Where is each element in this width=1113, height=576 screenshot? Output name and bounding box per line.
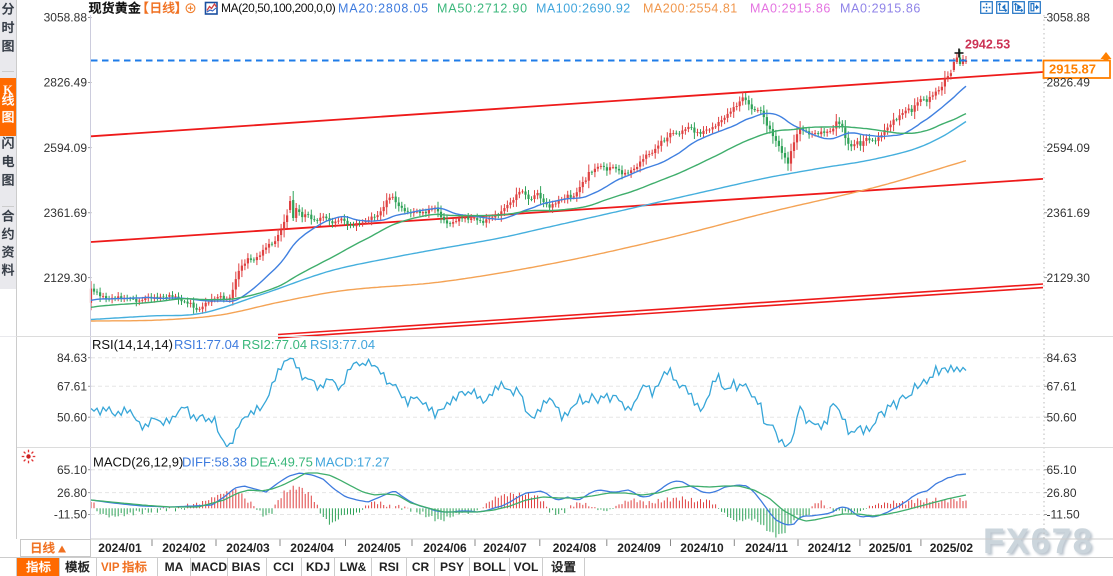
svg-text:MA100:2690.92: MA100:2690.92: [536, 1, 631, 15]
svg-text:2024/04: 2024/04: [290, 541, 334, 555]
svg-text:BIAS: BIAS: [232, 560, 261, 574]
svg-text:26.80: 26.80: [1047, 486, 1077, 500]
svg-text:2024/02: 2024/02: [162, 541, 206, 555]
svg-text:2129.30: 2129.30: [44, 271, 88, 285]
svg-text:2361.69: 2361.69: [1047, 206, 1091, 220]
svg-text:50.60: 50.60: [1047, 410, 1077, 424]
svg-text:LW&: LW&: [340, 560, 367, 574]
svg-text:65.10: 65.10: [1047, 463, 1077, 477]
svg-text:2024/10: 2024/10: [680, 541, 724, 555]
svg-text:67.61: 67.61: [57, 380, 87, 394]
svg-text:MA0:2915.86: MA0:2915.86: [750, 1, 831, 15]
svg-text:K: K: [3, 83, 13, 97]
svg-text:MA200:2554.81: MA200:2554.81: [643, 1, 738, 15]
svg-text:84.63: 84.63: [57, 351, 87, 365]
svg-text:2025/01: 2025/01: [869, 541, 913, 555]
svg-text:MACD: MACD: [191, 560, 227, 574]
svg-text:2024/03: 2024/03: [226, 541, 270, 555]
svg-text:67.61: 67.61: [1047, 380, 1077, 394]
svg-text:MA20:2808.05: MA20:2808.05: [338, 1, 429, 15]
svg-text:PSY: PSY: [440, 560, 464, 574]
svg-text:MACD(26,12,9): MACD(26,12,9): [93, 455, 183, 470]
svg-text:RSI: RSI: [379, 560, 399, 574]
svg-text:BOLL: BOLL: [473, 560, 506, 574]
svg-text:2594.09: 2594.09: [1047, 141, 1091, 155]
svg-text:2024/11: 2024/11: [745, 541, 788, 555]
svg-text:2826.49: 2826.49: [44, 76, 88, 90]
svg-text:2025/02: 2025/02: [930, 541, 974, 555]
svg-text:DEA:49.75: DEA:49.75: [250, 455, 313, 470]
svg-text:2024/06: 2024/06: [423, 541, 467, 555]
svg-text:2024/12: 2024/12: [808, 541, 852, 555]
svg-text:2024/05: 2024/05: [357, 541, 401, 555]
svg-text:CCI: CCI: [273, 560, 294, 574]
svg-text:VIP: VIP: [101, 562, 120, 574]
svg-text:2129.30: 2129.30: [1047, 271, 1091, 285]
svg-text:2915.87: 2915.87: [1049, 62, 1096, 77]
svg-text:DIFF:58.38: DIFF:58.38: [182, 455, 247, 470]
svg-text:-11.50: -11.50: [1047, 508, 1080, 522]
svg-text:-11.50: -11.50: [54, 508, 87, 522]
svg-text:50.60: 50.60: [57, 410, 87, 424]
svg-text:CR: CR: [412, 560, 430, 574]
svg-text:MA: MA: [165, 560, 184, 574]
svg-text:2024/01: 2024/01: [98, 541, 142, 555]
svg-text:2024/07: 2024/07: [483, 541, 527, 555]
svg-text:MACD:17.27: MACD:17.27: [315, 455, 389, 470]
svg-text:MA50:2712.90: MA50:2712.90: [437, 1, 528, 15]
svg-text:MA0:2915.86: MA0:2915.86: [840, 1, 921, 15]
svg-text:VOL: VOL: [514, 560, 539, 574]
svg-text:KDJ: KDJ: [306, 560, 330, 574]
svg-text:3058.88: 3058.88: [1047, 11, 1091, 25]
svg-text:RSI3:77.04: RSI3:77.04: [310, 337, 375, 352]
svg-text:26.80: 26.80: [57, 486, 87, 500]
svg-text:2942.53: 2942.53: [965, 37, 1010, 51]
svg-text:RSI2:77.04: RSI2:77.04: [242, 337, 307, 352]
svg-text:MA(20,50,100,200,0,0): MA(20,50,100,200,0,0): [221, 1, 336, 15]
svg-text:2361.69: 2361.69: [44, 206, 88, 220]
svg-text:2024/08: 2024/08: [553, 541, 597, 555]
svg-text:2594.09: 2594.09: [44, 141, 88, 155]
svg-text:3058.88: 3058.88: [44, 11, 88, 25]
svg-text:84.63: 84.63: [1047, 351, 1077, 365]
svg-text:2826.49: 2826.49: [1047, 76, 1091, 90]
svg-text:2024/09: 2024/09: [617, 541, 661, 555]
svg-text:RSI1:77.04: RSI1:77.04: [174, 337, 239, 352]
svg-text:RSI(14,14,14): RSI(14,14,14): [92, 337, 173, 352]
svg-text:65.10: 65.10: [57, 463, 87, 477]
